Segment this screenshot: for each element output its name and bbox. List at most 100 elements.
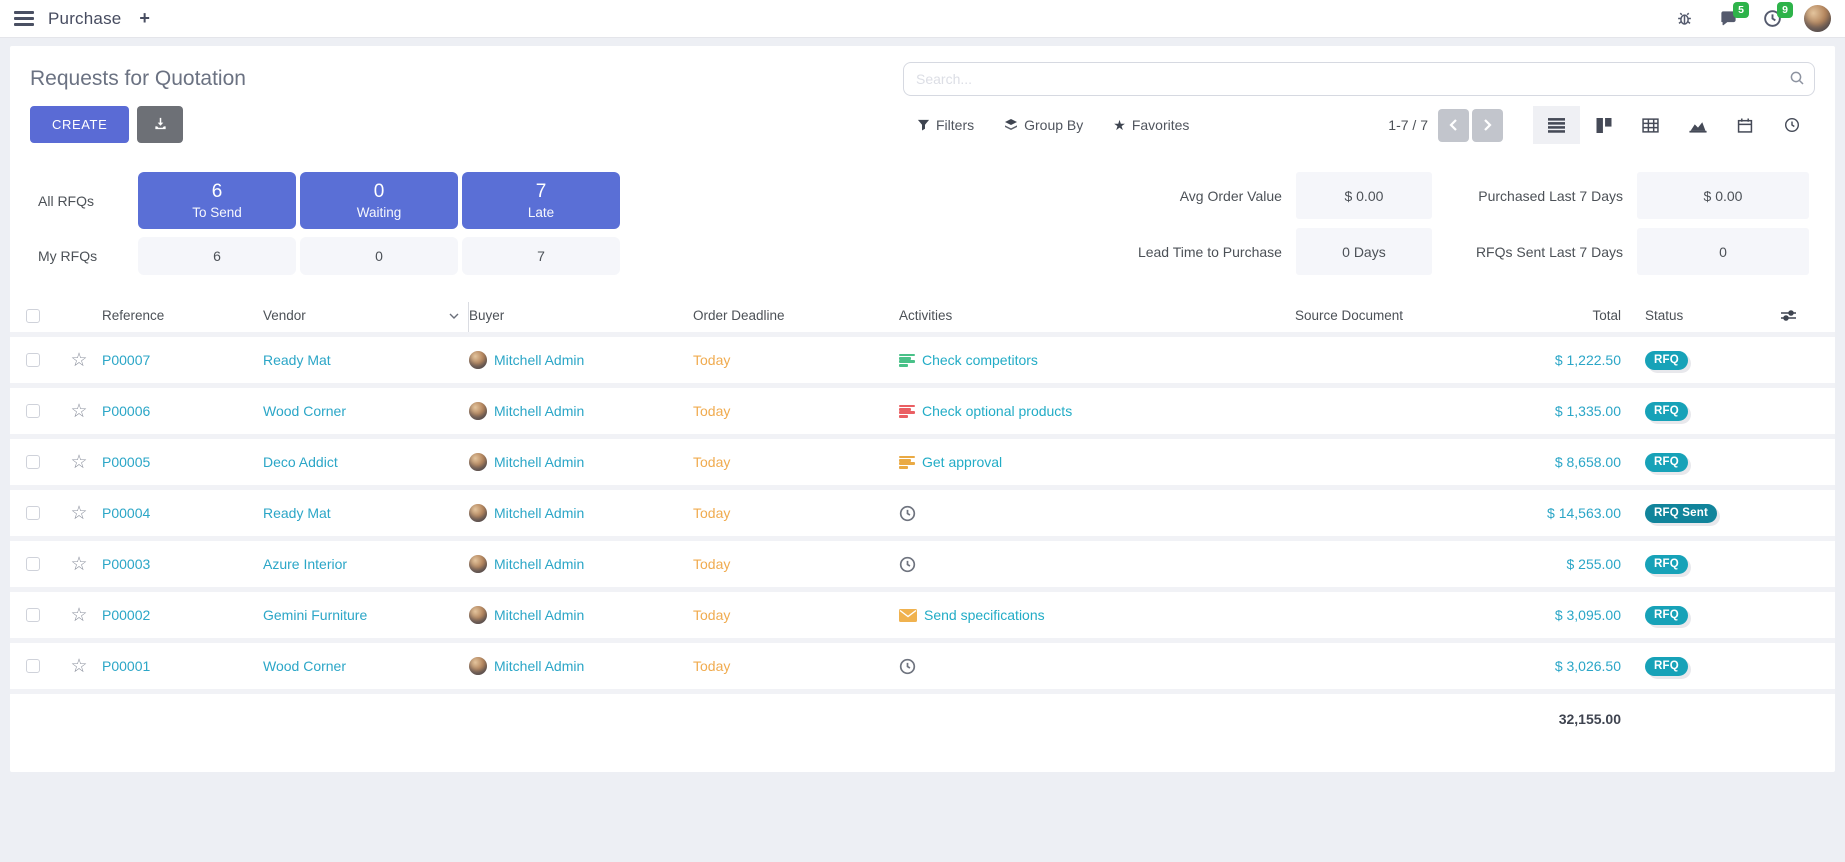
header-source[interactable]: Source Document xyxy=(1295,308,1404,323)
select-all-checkbox[interactable] xyxy=(26,308,40,323)
pager-prev-button[interactable] xyxy=(1438,108,1469,142)
vendor-link[interactable]: Ready Mat xyxy=(263,505,331,521)
row-checkbox[interactable] xyxy=(26,353,40,367)
row-checkbox[interactable] xyxy=(26,608,40,622)
view-graph-button[interactable] xyxy=(1674,106,1721,144)
tile-waiting[interactable]: 0 Waiting xyxy=(300,172,458,229)
row-star-icon[interactable]: ☆ xyxy=(70,349,88,371)
filters-button[interactable]: Filters xyxy=(917,117,974,133)
row-checkbox[interactable] xyxy=(26,455,40,469)
vendor-link[interactable]: Azure Interior xyxy=(263,556,348,572)
pager: 1-7 / 7 xyxy=(1388,108,1503,142)
buyer-cell[interactable]: Mitchell Admin xyxy=(469,555,584,573)
row-checkbox[interactable] xyxy=(26,557,40,571)
vendor-link[interactable]: Ready Mat xyxy=(263,352,331,368)
activity-cell[interactable]: Send specifications xyxy=(899,607,1045,623)
header-status[interactable]: Status xyxy=(1645,308,1684,323)
header-activities[interactable]: Activities xyxy=(899,308,953,323)
row-checkbox[interactable] xyxy=(26,404,40,418)
total-cell: $ 8,658.00 xyxy=(1554,454,1621,470)
activity-clock-icon[interactable] xyxy=(899,505,916,522)
activity-cell[interactable]: Get approval xyxy=(899,454,1002,470)
row-star-icon[interactable]: ☆ xyxy=(70,655,88,677)
tile-to-send[interactable]: 6 To Send xyxy=(138,172,296,229)
column-settings-button[interactable] xyxy=(1741,309,1835,322)
table-row[interactable]: ☆ P00004 Ready Mat Mitchell Admin Today … xyxy=(10,490,1835,541)
table-row[interactable]: ☆ P00007 Ready Mat Mitchell Admin Today … xyxy=(10,337,1835,388)
reference-link[interactable]: P00007 xyxy=(102,352,151,368)
row-star-icon[interactable]: ☆ xyxy=(70,604,88,626)
row-star-icon[interactable]: ☆ xyxy=(70,502,88,524)
reference-link[interactable]: P00006 xyxy=(102,403,151,419)
stat-lead-time-value[interactable]: 0 Days xyxy=(1295,228,1432,275)
buyer-cell[interactable]: Mitchell Admin xyxy=(469,504,584,522)
row-star-icon[interactable]: ☆ xyxy=(70,400,88,422)
group-by-button[interactable]: Group By xyxy=(1004,117,1083,133)
stat-avg-order-value[interactable]: $ 0.00 xyxy=(1295,172,1432,219)
stat-rfqs-sent-value[interactable]: 0 xyxy=(1637,228,1809,275)
search-input[interactable] xyxy=(903,62,1815,96)
view-calendar-button[interactable] xyxy=(1721,106,1768,144)
view-activity-icon xyxy=(1784,117,1799,133)
reference-link[interactable]: P00003 xyxy=(102,556,151,572)
reference-link[interactable]: P00001 xyxy=(102,658,151,674)
row-star-icon[interactable]: ☆ xyxy=(70,553,88,575)
tile-my-waiting[interactable]: 0 xyxy=(300,237,458,275)
header-buyer[interactable]: Buyer xyxy=(469,308,505,323)
bug-icon[interactable] xyxy=(1672,7,1696,31)
buyer-cell[interactable]: Mitchell Admin xyxy=(469,606,584,624)
tile-late[interactable]: 7 Late xyxy=(462,172,620,229)
buyer-cell[interactable]: Mitchell Admin xyxy=(469,657,584,675)
view-pivot-button[interactable] xyxy=(1627,106,1674,144)
view-list-button[interactable] xyxy=(1533,106,1580,144)
table-row[interactable]: ☆ P00002 Gemini Furniture Mitchell Admin… xyxy=(10,592,1835,643)
hamburger-icon[interactable] xyxy=(14,11,34,26)
buyer-cell[interactable]: Mitchell Admin xyxy=(469,351,584,369)
create-button[interactable]: CREATE xyxy=(30,106,130,143)
user-avatar[interactable] xyxy=(1804,5,1831,32)
activity-clock-icon[interactable] xyxy=(899,556,916,573)
row-checkbox[interactable] xyxy=(26,506,40,520)
row-star-icon[interactable]: ☆ xyxy=(70,451,88,473)
table-row[interactable]: ☆ P00001 Wood Corner Mitchell Admin Toda… xyxy=(10,643,1835,694)
reference-link[interactable]: P00004 xyxy=(102,505,151,521)
activity-clock-icon[interactable] xyxy=(899,658,916,675)
app-name[interactable]: Purchase xyxy=(48,8,122,28)
deadline-cell: Today xyxy=(693,607,731,623)
view-kanban-button[interactable] xyxy=(1580,106,1627,144)
status-badge: RFQ xyxy=(1645,656,1688,676)
view-activity-button[interactable] xyxy=(1768,106,1815,144)
reference-link[interactable]: P00005 xyxy=(102,454,151,470)
stat-purchased-value[interactable]: $ 0.00 xyxy=(1637,172,1809,219)
table-row[interactable]: ☆ P00006 Wood Corner Mitchell Admin Toda… xyxy=(10,388,1835,439)
activities-clock-icon[interactable]: 9 xyxy=(1760,1,1793,31)
vendor-link[interactable]: Wood Corner xyxy=(263,403,347,419)
messages-icon[interactable]: 5 xyxy=(1716,1,1749,31)
header-vendor[interactable]: Vendor xyxy=(263,302,469,332)
buyer-cell[interactable]: Mitchell Admin xyxy=(469,453,584,471)
activity-cell[interactable]: Check competitors xyxy=(899,352,1038,368)
header-deadline[interactable]: Order Deadline xyxy=(693,308,785,323)
favorites-button[interactable]: ★ Favorites xyxy=(1113,117,1190,133)
plus-icon[interactable]: + xyxy=(139,8,150,28)
header-total[interactable]: Total xyxy=(1592,308,1621,323)
search-icon[interactable] xyxy=(1789,70,1805,91)
export-button[interactable] xyxy=(137,106,184,143)
stat-lead-time-label: Lead Time to Purchase xyxy=(1137,243,1282,260)
reference-link[interactable]: P00002 xyxy=(102,607,151,623)
total-cell: $ 3,095.00 xyxy=(1554,607,1621,623)
buyer-cell[interactable]: Mitchell Admin xyxy=(469,402,584,420)
vendor-link[interactable]: Deco Addict xyxy=(263,454,338,470)
activity-cell[interactable]: Check optional products xyxy=(899,403,1072,419)
pager-next-button[interactable] xyxy=(1472,108,1503,142)
tile-my-to-send[interactable]: 6 xyxy=(138,237,296,275)
vendor-link[interactable]: Wood Corner xyxy=(263,658,347,674)
tile-my-late[interactable]: 7 xyxy=(462,237,620,275)
table-row[interactable]: ☆ P00005 Deco Addict Mitchell Admin Toda… xyxy=(10,439,1835,490)
vendor-link[interactable]: Gemini Furniture xyxy=(263,607,368,623)
table-row[interactable]: ☆ P00003 Azure Interior Mitchell Admin T… xyxy=(10,541,1835,592)
header-reference[interactable]: Reference xyxy=(102,308,165,323)
row-checkbox[interactable] xyxy=(26,659,40,673)
activity-envelope-icon xyxy=(899,608,917,622)
activities-badge: 9 xyxy=(1777,1,1793,18)
